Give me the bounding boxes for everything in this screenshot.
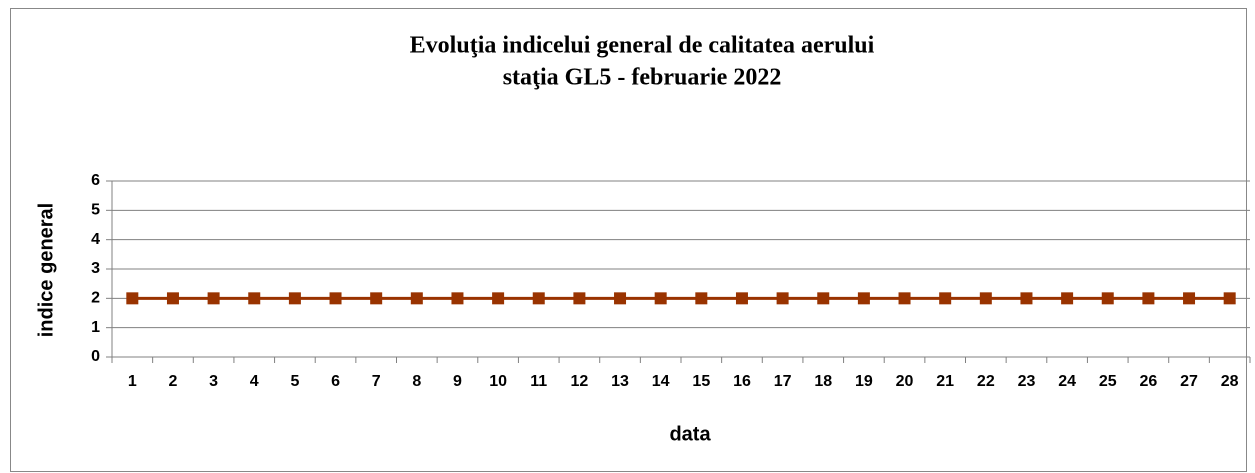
marker	[1020, 292, 1033, 305]
marker	[776, 292, 789, 305]
marker	[654, 292, 667, 305]
x-tick-label: 4	[250, 373, 259, 390]
x-tick-label: 13	[611, 373, 629, 390]
y-tick-label: 0	[91, 348, 100, 365]
x-tick-label: 10	[489, 373, 507, 390]
y-tick-label: 2	[91, 290, 100, 307]
x-tick-label: 18	[814, 373, 832, 390]
marker	[207, 292, 220, 305]
x-tick-label: 17	[774, 373, 792, 390]
x-tick-label: 2	[169, 373, 178, 390]
marker	[695, 292, 708, 305]
x-tick-label: 28	[1221, 373, 1239, 390]
chart-title: Evoluţia indicelui general de calitatea …	[410, 33, 875, 59]
marker	[817, 292, 830, 305]
x-tick-label: 23	[1018, 373, 1036, 390]
x-tick-label: 19	[855, 373, 873, 390]
marker	[1142, 292, 1155, 305]
x-tick-label: 24	[1058, 373, 1076, 390]
marker	[492, 292, 505, 305]
marker	[1183, 292, 1196, 305]
marker	[370, 292, 383, 305]
x-tick-label: 6	[331, 373, 340, 390]
x-tick-label: 22	[977, 373, 995, 390]
x-tick-label: 3	[209, 373, 218, 390]
marker	[1101, 292, 1114, 305]
marker	[1223, 292, 1236, 305]
marker	[735, 292, 748, 305]
marker	[1061, 292, 1074, 305]
x-tick-label: 9	[453, 373, 462, 390]
x-tick-label: 11	[530, 373, 547, 390]
marker	[126, 292, 139, 305]
marker	[857, 292, 870, 305]
marker	[573, 292, 586, 305]
x-tick-label: 20	[896, 373, 914, 390]
marker	[451, 292, 464, 305]
x-tick-label: 15	[692, 373, 710, 390]
marker	[329, 292, 342, 305]
x-tick-label: 27	[1180, 373, 1198, 390]
marker	[166, 292, 179, 305]
marker	[288, 292, 301, 305]
x-tick-label: 5	[290, 373, 299, 390]
y-tick-label: 3	[91, 260, 100, 277]
x-tick-label: 12	[570, 373, 588, 390]
x-tick-label: 7	[372, 373, 381, 390]
x-tick-label: 14	[652, 373, 670, 390]
marker	[979, 292, 992, 305]
x-tick-label: 16	[733, 373, 751, 390]
y-tick-label: 5	[91, 202, 100, 219]
x-tick-label: 26	[1139, 373, 1157, 390]
marker	[410, 292, 423, 305]
y-tick-label: 6	[91, 172, 100, 189]
marker	[898, 292, 911, 305]
marker	[532, 292, 545, 305]
x-tick-label: 1	[128, 373, 137, 390]
y-tick-label: 4	[91, 231, 100, 248]
y-tick-label: 1	[91, 319, 100, 336]
marker	[248, 292, 261, 305]
marker	[939, 292, 952, 305]
chart-subtitle: staţia GL5 - februarie 2022	[503, 65, 782, 91]
marker	[614, 292, 627, 305]
x-tick-label: 25	[1099, 373, 1117, 390]
x-tick-label: 8	[412, 373, 421, 390]
x-axis-label: data	[669, 423, 711, 445]
x-tick-label: 21	[936, 373, 954, 390]
y-axis-label: indice general	[35, 203, 57, 338]
